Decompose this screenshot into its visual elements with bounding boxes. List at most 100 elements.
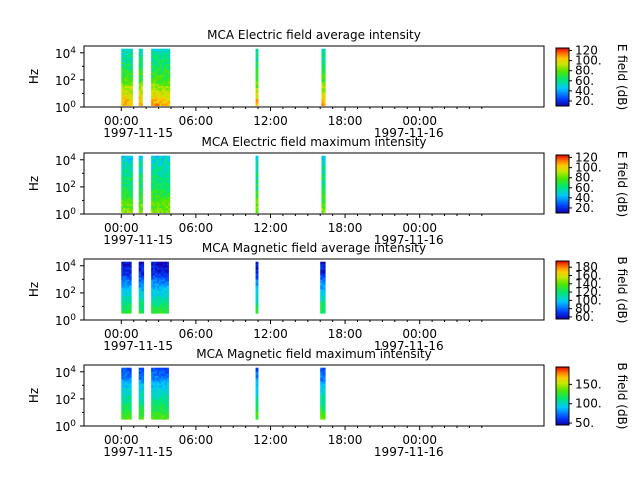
heatmap-cell — [156, 377, 160, 380]
heatmap-cell — [162, 273, 166, 276]
heatmap-cell — [160, 265, 164, 269]
heatmap-cell — [155, 403, 158, 406]
heatmap-cell — [163, 162, 167, 165]
y-tick-label: 104 — [55, 46, 76, 61]
heatmap-cell — [121, 66, 124, 69]
heatmap-cell — [138, 281, 142, 284]
heatmap-cell — [153, 309, 156, 312]
heatmap-cell — [151, 162, 154, 165]
heatmap-cell — [128, 48, 132, 52]
heatmap-cell — [126, 79, 130, 82]
heatmap-cell — [123, 373, 126, 377]
heatmap-cell — [157, 197, 160, 200]
heatmap-cell — [151, 395, 154, 398]
heatmap-cell — [323, 99, 326, 102]
colorbar-swatch — [556, 101, 569, 103]
heatmap-cell — [320, 381, 324, 384]
colorbar-swatch — [556, 283, 569, 286]
heatmap-cell — [138, 195, 141, 198]
heatmap-cell — [138, 295, 142, 298]
heatmap-cell — [167, 184, 171, 187]
heatmap-cell — [159, 50, 162, 54]
heatmap-cell — [125, 188, 128, 192]
heatmap-cell — [151, 168, 154, 172]
heatmap-cell — [123, 59, 126, 63]
heatmap-cell — [166, 311, 169, 314]
y-tick-exponent: 2 — [70, 73, 76, 83]
heatmap-cell — [255, 389, 259, 392]
heatmap-cell — [127, 395, 130, 398]
heatmap-cell — [162, 397, 166, 400]
heatmap-cell — [128, 171, 132, 174]
heatmap-cell — [140, 70, 143, 74]
heatmap-cell — [323, 53, 326, 56]
heatmap-cell — [163, 57, 167, 61]
heatmap-cell — [155, 387, 158, 390]
heatmap-cell — [160, 283, 164, 286]
heatmap-cell — [164, 375, 167, 379]
heatmap-cell — [153, 389, 156, 392]
heatmap-cell — [141, 291, 145, 294]
heatmap-cell — [161, 155, 164, 159]
heatmap-cell — [167, 70, 171, 74]
colorbar-swatch — [556, 376, 569, 379]
x-tick-label: 18:00 — [328, 433, 363, 447]
colorbar-tick-label: 120 — [575, 44, 598, 58]
heatmap-cell — [121, 387, 124, 390]
heatmap-cell — [255, 99, 259, 102]
colorbar-swatch — [556, 169, 569, 172]
heatmap-cell — [159, 168, 162, 172]
heatmap-cell — [255, 160, 259, 163]
heatmap-cell — [140, 168, 143, 172]
heatmap-cell — [320, 409, 324, 412]
heatmap-cell — [162, 413, 166, 416]
heatmap-cell — [322, 269, 326, 273]
heatmap-cell — [255, 171, 259, 174]
heatmap-cell — [155, 184, 158, 187]
heatmap-cell — [161, 171, 164, 174]
heatmap-cell — [156, 375, 160, 379]
heatmap-cell — [125, 186, 128, 189]
heatmap-cell — [323, 160, 326, 163]
heatmap-cell — [125, 53, 128, 56]
heatmap-cell — [165, 162, 169, 165]
heatmap-cell — [167, 64, 171, 67]
heatmap-cell — [129, 381, 132, 384]
heatmap-cell — [162, 391, 166, 394]
colorbar-swatch — [556, 182, 569, 185]
heatmap-cell — [123, 407, 126, 410]
heatmap-cell — [153, 59, 156, 63]
heatmap-cell — [153, 299, 156, 302]
heatmap-cell — [255, 155, 259, 159]
heatmap-cell — [165, 166, 169, 170]
heatmap-cell — [155, 99, 158, 102]
heatmap-cell — [125, 70, 128, 74]
colorbar-swatch — [556, 269, 569, 272]
heatmap-cell — [121, 85, 124, 89]
colorbar-swatch — [556, 274, 569, 276]
heatmap-cell — [127, 303, 130, 306]
heatmap-cell — [126, 186, 130, 189]
heatmap-cell — [159, 195, 162, 198]
heatmap-cell — [151, 166, 154, 170]
heatmap-cell — [155, 70, 158, 74]
heatmap-cell — [128, 208, 132, 211]
heatmap-cell — [141, 411, 145, 414]
heatmap-cell — [129, 399, 132, 402]
heatmap-cell — [123, 206, 126, 209]
heatmap-cell — [129, 275, 132, 278]
heatmap-cell — [320, 373, 324, 377]
heatmap-cell — [140, 55, 143, 58]
heatmap-cell — [161, 57, 164, 61]
heatmap-cell — [155, 57, 158, 61]
heatmap-cell — [121, 173, 124, 176]
colorbar-swatch — [556, 206, 569, 209]
heatmap-cell — [160, 299, 164, 302]
heatmap-cell — [321, 70, 324, 74]
heatmap-cell — [158, 405, 162, 408]
heatmap-cell — [151, 197, 154, 200]
colorbar-swatch — [556, 271, 569, 274]
heatmap-cell — [128, 103, 132, 107]
heatmap-cell — [151, 92, 154, 96]
heatmap-cell — [130, 101, 133, 104]
